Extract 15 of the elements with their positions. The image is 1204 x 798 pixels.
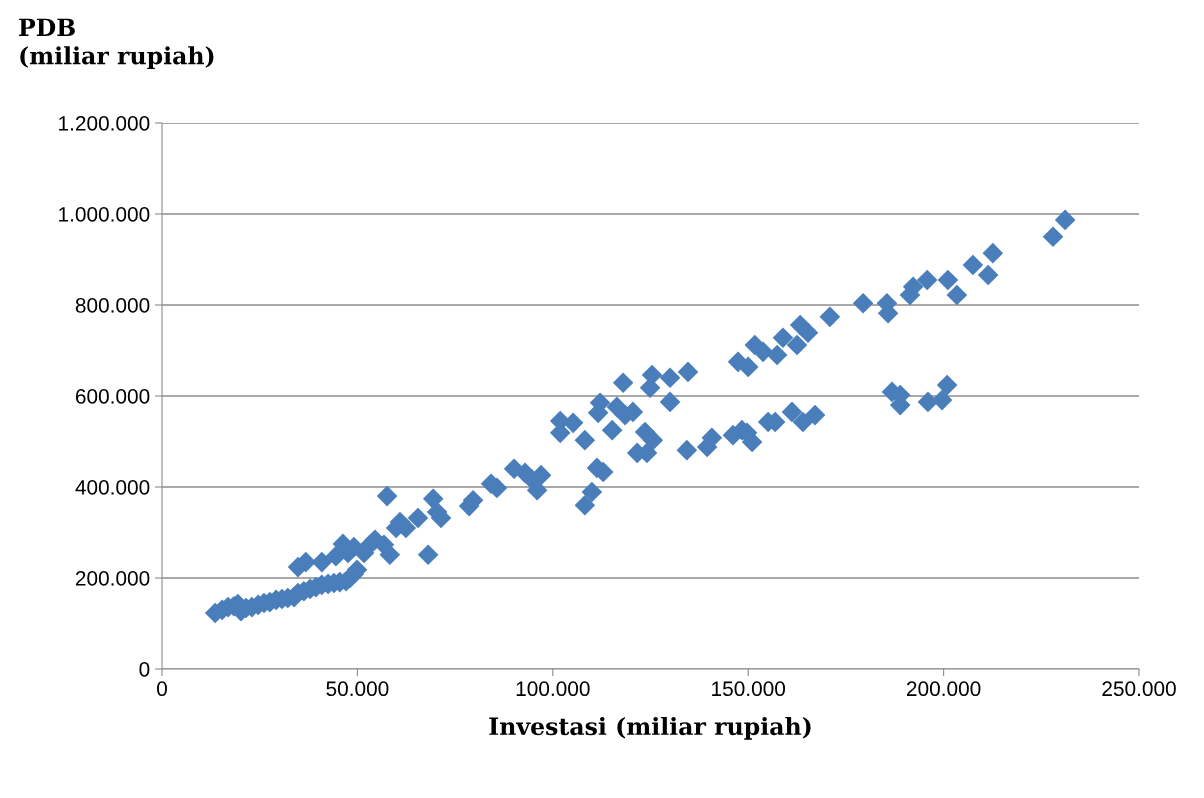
x-axis-title: Investasi (miliar rupiah)	[489, 716, 811, 740]
x-tick-label: 100.000	[516, 681, 590, 697]
y-tick-label: 800.000	[75, 298, 150, 313]
x-tick-label: 150.000	[712, 681, 786, 697]
y-axis-title: PDB (miliar rupiah)	[19, 18, 214, 70]
y-tick-label: 600.000	[75, 389, 150, 404]
y-tick-label: 400.000	[75, 480, 150, 495]
y-tick-label: 0	[139, 662, 150, 677]
y-tick-label: 1.000.000	[59, 207, 150, 222]
y-tick-label: 200.000	[75, 571, 150, 586]
x-tick-label: 200.000	[907, 681, 981, 697]
x-tick-label: 50.000	[326, 681, 389, 697]
x-tick-label: 0	[157, 681, 167, 697]
x-tick-label: 250.000	[1102, 681, 1176, 697]
y-tick-label: 1.200.000	[59, 116, 150, 131]
